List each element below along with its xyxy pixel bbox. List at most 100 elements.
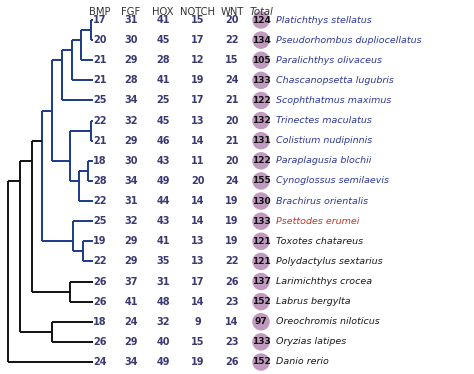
Text: 26: 26 [225, 357, 239, 367]
Text: FGF: FGF [121, 7, 141, 17]
Text: 18: 18 [93, 156, 107, 166]
Text: 45: 45 [156, 35, 170, 45]
Circle shape [253, 354, 269, 370]
Text: 22: 22 [93, 257, 107, 266]
Text: 37: 37 [124, 276, 138, 286]
Circle shape [253, 12, 269, 28]
Text: Oryzias latipes: Oryzias latipes [276, 337, 346, 346]
Text: 20: 20 [225, 116, 239, 126]
Text: Paralichthys olivaceus: Paralichthys olivaceus [276, 56, 382, 65]
Text: 32: 32 [124, 116, 138, 126]
Text: 20: 20 [93, 35, 107, 45]
Text: 35: 35 [156, 257, 170, 266]
Text: 137: 137 [252, 277, 271, 286]
Text: 97: 97 [255, 317, 267, 326]
Text: Colistium nudipinnis: Colistium nudipinnis [276, 136, 372, 145]
Text: 30: 30 [124, 156, 138, 166]
Circle shape [253, 153, 269, 169]
Text: 19: 19 [225, 196, 239, 206]
Circle shape [253, 92, 269, 108]
Text: 11: 11 [191, 156, 205, 166]
Text: 25: 25 [93, 95, 107, 105]
Text: 24: 24 [124, 317, 138, 327]
Text: 29: 29 [124, 236, 138, 246]
Text: 28: 28 [93, 176, 107, 186]
Text: 24: 24 [93, 357, 107, 367]
Text: Cynoglossus semilaevis: Cynoglossus semilaevis [276, 177, 389, 186]
Text: 17: 17 [191, 35, 205, 45]
Text: 21: 21 [93, 55, 107, 65]
Text: 29: 29 [124, 55, 138, 65]
Text: 14: 14 [225, 317, 239, 327]
Text: 31: 31 [124, 196, 138, 206]
Text: Trinectes maculatus: Trinectes maculatus [276, 116, 372, 125]
Text: 49: 49 [156, 357, 170, 367]
Text: 29: 29 [124, 337, 138, 347]
Text: Psettodes erumei: Psettodes erumei [276, 217, 359, 226]
Text: 155: 155 [252, 177, 270, 186]
Text: 40: 40 [156, 337, 170, 347]
Text: 31: 31 [124, 15, 138, 25]
Text: 130: 130 [252, 197, 270, 206]
Text: 43: 43 [156, 216, 170, 226]
Text: 34: 34 [124, 357, 138, 367]
Text: BMP: BMP [89, 7, 111, 17]
Text: 23: 23 [225, 297, 239, 307]
Text: Total: Total [249, 7, 273, 17]
Text: 22: 22 [93, 116, 107, 126]
Text: 14: 14 [191, 297, 205, 307]
Text: 121: 121 [252, 237, 270, 246]
Text: 13: 13 [191, 257, 205, 266]
Text: 26: 26 [93, 297, 107, 307]
Text: 44: 44 [156, 196, 170, 206]
Text: 30: 30 [124, 35, 138, 45]
Text: 124: 124 [252, 15, 271, 25]
Circle shape [253, 173, 269, 189]
Circle shape [253, 52, 269, 68]
Text: Polydactylus sextarius: Polydactylus sextarius [276, 257, 383, 266]
Text: Oreochromis niloticus: Oreochromis niloticus [276, 317, 380, 326]
Text: 134: 134 [252, 36, 271, 45]
Text: 20: 20 [191, 176, 205, 186]
Circle shape [253, 32, 269, 48]
Text: 25: 25 [156, 95, 170, 105]
Text: 133: 133 [252, 76, 270, 85]
Text: 45: 45 [156, 116, 170, 126]
Text: Scophthatmus maximus: Scophthatmus maximus [276, 96, 392, 105]
Circle shape [253, 72, 269, 88]
Text: Pseudorhombus dupliocellatus: Pseudorhombus dupliocellatus [276, 36, 422, 45]
Circle shape [253, 193, 269, 209]
Text: 17: 17 [191, 95, 205, 105]
Text: 48: 48 [156, 297, 170, 307]
Text: Brachirus orientalis: Brachirus orientalis [276, 197, 368, 206]
Text: Danio rerio: Danio rerio [276, 358, 329, 367]
Circle shape [253, 273, 269, 289]
Text: 20: 20 [225, 15, 239, 25]
Text: 32: 32 [156, 317, 170, 327]
Text: 133: 133 [252, 217, 270, 226]
Text: 19: 19 [191, 357, 205, 367]
Circle shape [253, 213, 269, 229]
Text: Paraplagusia blochii: Paraplagusia blochii [276, 156, 371, 165]
Text: 19: 19 [225, 216, 239, 226]
Text: 22: 22 [93, 196, 107, 206]
Text: 31: 31 [156, 276, 170, 286]
Text: 28: 28 [156, 55, 170, 65]
Text: NOTCH: NOTCH [181, 7, 216, 17]
Text: 18: 18 [93, 317, 107, 327]
Circle shape [253, 294, 269, 310]
Text: 14: 14 [191, 216, 205, 226]
Circle shape [253, 334, 269, 350]
Text: HOX: HOX [152, 7, 174, 17]
Text: 29: 29 [124, 257, 138, 266]
Text: 15: 15 [191, 15, 205, 25]
Circle shape [253, 233, 269, 249]
Text: 19: 19 [191, 75, 205, 85]
Text: 13: 13 [191, 116, 205, 126]
Text: 15: 15 [191, 337, 205, 347]
Text: Labrus bergylta: Labrus bergylta [276, 297, 351, 306]
Text: 105: 105 [252, 56, 270, 65]
Text: 25: 25 [93, 216, 107, 226]
Text: 34: 34 [124, 95, 138, 105]
Text: 21: 21 [93, 136, 107, 146]
